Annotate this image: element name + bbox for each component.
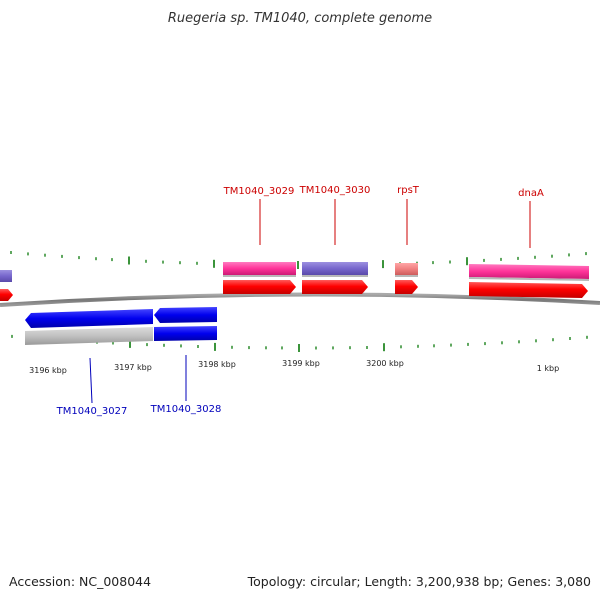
gene-label-tm1040-3027[interactable]: TM1040_3027 <box>56 406 128 417</box>
cds-feature-rpst[interactable] <box>395 280 418 294</box>
accession-text: Accession: NC_008044 <box>9 574 151 589</box>
scale-label: 3197 kbp <box>114 363 152 372</box>
cds-feature-dnaa[interactable] <box>469 282 588 298</box>
gene-feature-tm1040-3030[interactable] <box>302 262 368 275</box>
genome-summary-text: Topology: circular; Length: 3,200,938 bp… <box>247 574 591 589</box>
gene-feature-shadow <box>395 275 418 277</box>
gene-feature-shadow <box>469 277 589 281</box>
map-title: Ruegeria sp. TM1040, complete genome <box>168 11 432 26</box>
scale-label: 3200 kbp <box>366 359 404 368</box>
scale-label: 1 kbp <box>537 364 559 373</box>
reverse-strand-features <box>25 307 217 345</box>
scale-label: 3199 kbp <box>282 359 320 368</box>
gene-feature-dnaa[interactable] <box>469 264 589 279</box>
genome-backbone <box>0 292 600 307</box>
label-leader-lines <box>89 199 531 404</box>
leader-line-tm1040-3027 <box>89 357 93 404</box>
gene-feature-rpst[interactable] <box>395 263 418 275</box>
gene-label-rpst[interactable]: rpsT <box>397 185 420 196</box>
gene-feature-shadow <box>302 275 368 277</box>
gene-label-tm1040-3029[interactable]: TM1040_3029 <box>223 186 295 197</box>
cds-feature-offscreen-left[interactable] <box>0 289 13 301</box>
scale-label: 3198 kbp <box>198 360 236 369</box>
gene-feature-offscreen-left[interactable] <box>0 270 12 282</box>
gene-feature-shadow <box>223 275 296 277</box>
gene-feature-tm1040-3029[interactable] <box>223 262 296 275</box>
cds-feature-tm1040-3030[interactable] <box>302 280 368 294</box>
forward-strand-features <box>0 262 589 301</box>
gene-label-tm1040-3028[interactable]: TM1040_3028 <box>150 404 222 415</box>
cds-feature-tm1040-3028[interactable] <box>154 307 217 323</box>
scale-label: 3196 kbp <box>29 366 67 375</box>
cds-feature-tm1040-3029[interactable] <box>223 280 296 294</box>
gene-label-dnaa[interactable]: dnaA <box>518 188 544 199</box>
gene-label-tm1040-3030[interactable]: TM1040_3030 <box>299 185 371 196</box>
gene-feature-tm1040-3027[interactable] <box>25 327 153 345</box>
cds-feature-tm1040-3027[interactable] <box>25 309 153 328</box>
gene-feature-tm1040-3028[interactable] <box>154 326 217 341</box>
